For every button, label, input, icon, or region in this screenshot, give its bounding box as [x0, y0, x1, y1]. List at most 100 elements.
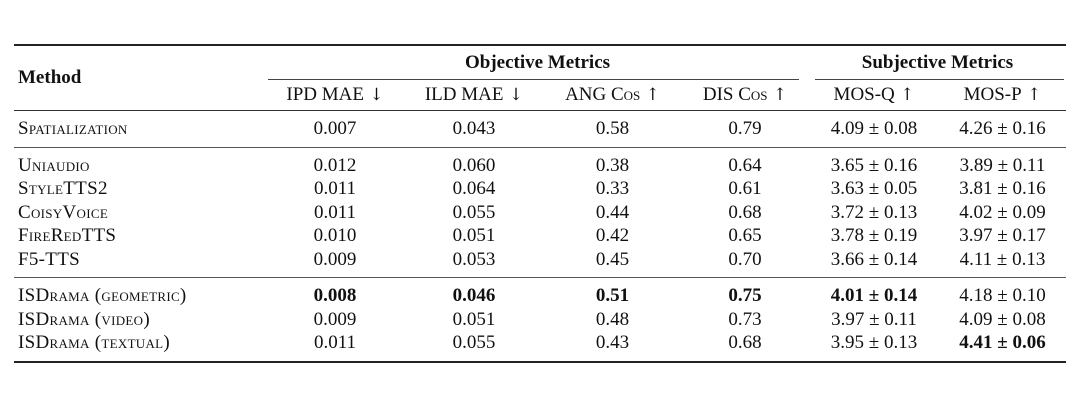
method-name: F5-TTS — [18, 248, 80, 270]
table-row: FireRedTTS 0.010 0.051 0.42 0.65 3.78 ± 0.19 3… — [14, 224, 1066, 248]
metric-value: 0.38 — [544, 146, 681, 177]
metric-value: 4.09 ± 0.08 — [959, 308, 1046, 330]
table-row: Uniaudio 0.012 0.060 0.38 0.64 3.65 ± 0.16 3.8… — [14, 146, 1066, 177]
metric-value: 0.61 — [728, 178, 762, 199]
objective-metrics-label: Objective Metrics — [464, 52, 611, 74]
subjective-metrics-header: Subjective Metrics — [809, 44, 1066, 80]
metric-value: 4.18 ± 0.10 — [939, 277, 1066, 308]
table-row: ISDrama (textual) 0.011 0.055 0.43 0.68 3.95 … — [14, 331, 1066, 363]
subjective-metrics-label: Subjective Metrics — [861, 52, 1014, 74]
method-header: Method — [14, 44, 266, 111]
table-row: F5-TTS 0.009 0.053 0.45 0.70 3.66 ± 0.14 4.11 … — [14, 248, 1066, 278]
metric-value: 3.89 ± 0.11 — [939, 146, 1066, 177]
up-arrow-icon: ↑ — [894, 84, 915, 105]
metric-value: 0.064 — [452, 178, 496, 199]
column-header-label: ANG Cos — [565, 83, 641, 105]
metric-value: 0.046 — [404, 277, 544, 308]
table-row: CoisyVoice 0.011 0.055 0.44 0.68 3.72 ± 0.13 4… — [14, 201, 1066, 225]
method-name: ISDrama (geometric) — [14, 277, 266, 308]
metric-value: 0.68 — [681, 331, 809, 363]
metric-value: 0.65 — [728, 225, 762, 246]
column-header-row: IPD MAE ↓ ILD MAE ↓ ANG Cos ↑ DIS Cos ↑ MOS-… — [14, 80, 1066, 111]
objective-metrics-header: Objective Metrics — [266, 44, 809, 80]
metric-value: 3.97 ± 0.11 — [831, 308, 917, 330]
metric-value: 0.009 — [313, 308, 357, 330]
metric-value: 0.009 — [313, 248, 357, 270]
metric-value: 0.010 — [313, 225, 357, 246]
metric-value: 3.78 ± 0.19 — [830, 225, 918, 246]
metric-value: 0.055 — [404, 331, 544, 363]
metric-value: 3.95 ± 0.13 — [809, 331, 939, 363]
metric-value: 4.02 ± 0.09 — [959, 201, 1046, 223]
method-name: ISDrama (video) — [18, 308, 150, 330]
metric-value: 0.75 — [681, 277, 809, 308]
metric-value: 4.09 ± 0.08 — [809, 110, 939, 147]
metric-value: 4.26 ± 0.16 — [939, 110, 1066, 147]
column-header: MOS-Q ↑ — [809, 80, 939, 111]
column-header-label: IPD MAE — [286, 83, 364, 105]
metric-value: 3.97 ± 0.17 — [959, 225, 1046, 246]
column-header: IPD MAE ↓ — [266, 80, 404, 111]
up-arrow-icon: ↑ — [767, 84, 788, 105]
metric-value: 0.79 — [681, 110, 809, 147]
metric-value: 0.58 — [544, 110, 681, 147]
metric-value: 0.007 — [266, 110, 404, 147]
metric-value: 0.44 — [595, 201, 630, 223]
table-body: Spatialization 0.007 0.043 0.58 0.79 4.09 ± 0… — [14, 110, 1066, 363]
subjective-underline — [815, 79, 1064, 80]
column-header-label: MOS-Q — [833, 83, 895, 105]
group-header-row: Method Objective Metrics Subjective Metr… — [14, 44, 1066, 111]
down-arrow-icon: ↓ — [363, 84, 384, 105]
metric-value: 0.011 — [313, 201, 357, 223]
column-header: DIS Cos ↑ — [681, 80, 809, 111]
metric-value: 0.011 — [313, 178, 357, 199]
metric-value: 0.68 — [728, 201, 762, 223]
metric-value: 0.012 — [266, 146, 404, 177]
metric-value: 4.01 ± 0.14 — [809, 277, 939, 308]
down-arrow-icon: ↓ — [503, 84, 524, 105]
metric-value: 0.053 — [452, 248, 496, 270]
metric-value: 0.42 — [595, 225, 630, 246]
metric-value: 0.70 — [728, 248, 762, 270]
column-header-label: MOS-P — [963, 83, 1022, 105]
table-row: ISDrama (video) 0.009 0.051 0.48 0.73 3.97 ± … — [14, 308, 1066, 332]
table-row: StyleTTS2 0.011 0.064 0.33 0.61 3.63 ± 0.05 3.… — [14, 177, 1066, 201]
results-table: Method Objective Metrics Subjective Metr… — [14, 44, 1066, 363]
table-row: ISDrama (geometric) 0.008 0.046 0.51 0.75 4.0… — [14, 277, 1066, 308]
metric-value: 3.63 ± 0.05 — [830, 178, 918, 199]
column-header-label: ILD MAE — [424, 83, 504, 105]
method-name: CoisyVoice — [18, 201, 109, 223]
metric-value: 0.48 — [595, 308, 630, 330]
column-header: ILD MAE ↓ — [404, 80, 544, 111]
table-row: Spatialization 0.007 0.043 0.58 0.79 4.09 ± 0… — [14, 110, 1066, 147]
metric-value: 0.64 — [681, 146, 809, 177]
column-header-label: DIS Cos — [702, 83, 768, 105]
metric-value: 0.008 — [266, 277, 404, 308]
metric-value: 4.41 ± 0.06 — [939, 331, 1066, 363]
up-arrow-icon: ↑ — [1021, 84, 1042, 105]
metric-value: 0.043 — [404, 110, 544, 147]
metric-value: 0.43 — [544, 331, 681, 363]
metric-value: 0.051 — [452, 308, 496, 330]
metric-value: 0.33 — [595, 178, 630, 199]
metric-value: 4.11 ± 0.13 — [959, 248, 1046, 270]
metric-value: 3.81 ± 0.16 — [959, 178, 1046, 199]
metric-value: 3.66 ± 0.14 — [830, 248, 918, 270]
metric-value: 0.73 — [728, 308, 762, 330]
column-header: ANG Cos ↑ — [544, 80, 681, 111]
metric-value: 3.72 ± 0.13 — [830, 201, 918, 223]
method-name: FireRedTTS — [18, 225, 117, 246]
metric-value: 0.45 — [595, 248, 630, 270]
method-name: StyleTTS2 — [18, 178, 108, 199]
metric-value: 3.65 ± 0.16 — [809, 146, 939, 177]
method-name: ISDrama (textual) — [14, 331, 266, 363]
method-name: Spatialization — [14, 110, 266, 147]
up-arrow-icon: ↑ — [640, 84, 660, 105]
metric-value: 0.055 — [452, 201, 496, 223]
method-name: Uniaudio — [14, 146, 266, 177]
metric-value: 0.051 — [452, 225, 496, 246]
metric-value: 0.51 — [544, 277, 681, 308]
metric-value: 0.060 — [404, 146, 544, 177]
metric-value: 0.011 — [266, 331, 404, 363]
